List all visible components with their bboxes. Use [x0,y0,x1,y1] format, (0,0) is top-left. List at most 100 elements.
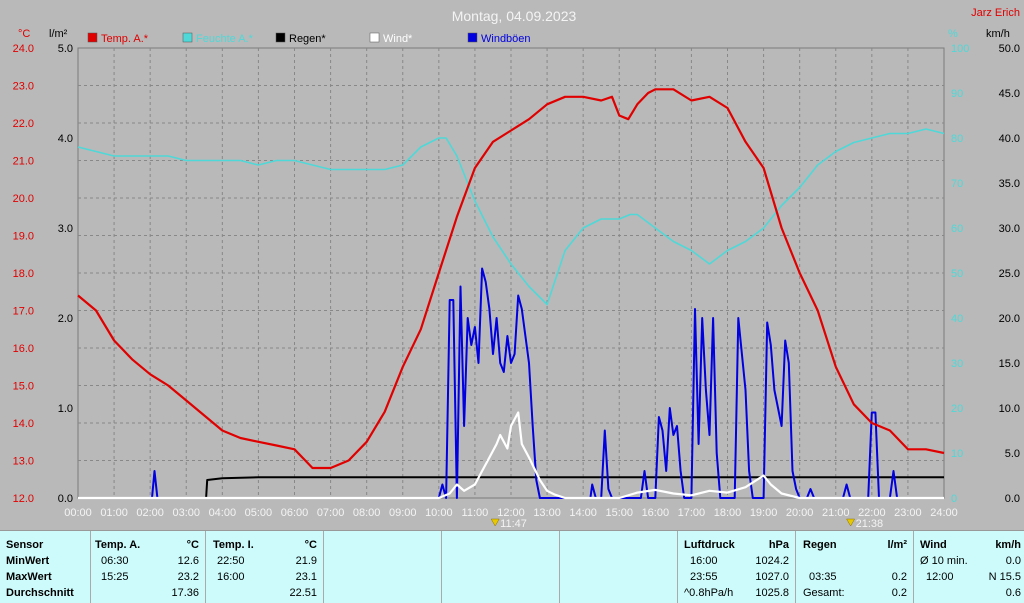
legend-swatch [87,32,98,43]
series-line-regen [78,476,944,499]
x-tick-label: 11:00 [462,507,489,519]
temp-a-column: Temp. A. °C 06:30 12.6 15:25 23.2 17.36 [90,531,206,603]
temp-i-average: 22.51 [289,587,317,599]
wind-avg-label: Ø 10 min. [920,555,968,567]
x-tick-label: 10:00 [425,507,453,519]
statistics-panel: Sensor MinWert MaxWert Durchschnitt Temp… [0,530,1024,603]
x-tick-label: 02:00 [136,507,164,519]
humidity-tick-label: 60 [951,223,963,235]
temp-i-max-value: 23.1 [295,571,317,583]
x-tick-label: 04:00 [209,507,237,519]
wind-tick-label: 40.0 [999,133,1020,145]
max-row-label: MaxWert [6,571,52,583]
rain-tick-label: 4.0 [58,133,73,145]
sun-markers: 11:47 21:38 [490,518,884,530]
temp-tick-label: 23.0 [13,81,34,93]
sunrise-label: 11:47 [500,518,527,530]
temp-tick-label: 17.0 [13,306,34,318]
x-tick-label: 19:00 [750,507,778,519]
series-line-windböen [78,267,944,499]
x-tick-label: 16:00 [642,507,670,519]
legend-swatch [467,32,478,43]
temp-i-header: Temp. I. [213,539,254,551]
x-tick-label: 18:00 [714,507,742,519]
temp-a-average: 17.36 [171,587,199,599]
temp-tick-label: 18.0 [13,268,34,280]
x-tick-label: 15:00 [605,507,633,519]
empty-column-3 [559,531,678,603]
temp-tick-label: 24.0 [13,43,34,55]
min-row-label: MinWert [6,555,50,567]
wind-tick-label: 15.0 [999,358,1020,370]
wind-day-average: 0.6 [1005,587,1021,599]
legend-label: Feuchte A.* [196,33,254,45]
sunset-icon [846,518,856,527]
right-axes: 0 10 20 30 40 50 60 70 80 90 100 0.0 5.0 10.0 15.0 20.0… [951,43,1020,505]
temp-a-unit: °C [186,539,199,551]
rain-unit: l/m² [887,539,907,551]
x-tick-label: 17:00 [678,507,706,519]
wind-tick-label: 25.0 [999,268,1020,280]
sunset-label: 21:38 [856,518,884,530]
temp-tick-label: 12.0 [13,493,34,505]
temp-tick-label: 20.0 [13,193,34,205]
x-tick-label: 08:00 [353,507,381,519]
temp-i-min-time: 22:50 [217,555,245,567]
temp-tick-label: 15.0 [13,381,34,393]
series-line-wind [78,411,944,500]
temp-i-min-value: 21.9 [295,555,317,567]
x-tick-label: 23:00 [894,507,922,519]
x-tick-label: 24:00 [930,507,958,519]
temp-a-min-time: 06:30 [101,555,129,567]
rain-total-label: Gesamt: [803,587,845,599]
pressure-max-time: 23:55 [690,571,718,583]
wind-unit: km/h [995,539,1021,551]
x-tick-label: 20:00 [786,507,814,519]
humidity-tick-label: 10 [951,448,963,460]
wind-max-time: 12:00 [926,571,954,583]
wind-max-value: N 15.5 [988,571,1021,583]
humidity-tick-label: 90 [951,88,963,100]
pressure-min-time: 16:00 [690,555,718,567]
temp-tick-label: 19.0 [13,231,34,243]
temp-i-unit: °C [304,539,317,551]
chart-title: Montag, 04.09.2023 [452,8,577,24]
x-tick-label: 22:00 [858,507,886,519]
legend-swatch [182,32,193,43]
x-tick-label: 07:00 [317,507,345,519]
x-tick-label: 14:00 [569,507,597,519]
x-tick-label: 01:00 [100,507,128,519]
temp-tick-label: 21.0 [13,156,34,168]
legend-swatch [369,32,380,43]
temp-i-max-time: 16:00 [217,571,245,583]
sensor-header: Sensor [6,539,44,551]
humidity-tick-label: 80 [951,133,963,145]
avg-row-label: Durchschnitt [6,587,74,599]
series-line-temp-a [77,88,945,470]
humidity-tick-label: 70 [951,178,963,190]
rain-tick-label: 5.0 [58,43,73,55]
empty-column-2 [441,531,560,603]
legend-label: Wind* [383,33,413,45]
x-tick-label: 09:00 [389,507,417,519]
pressure-average: 1025.8 [755,587,789,599]
humidity-tick-label: 20 [951,403,963,415]
x-tick-label: 21:00 [822,507,850,519]
temp-i-column: Temp. I. °C 22:50 21.9 16:00 23.1 22.51 [205,531,324,603]
x-tick-label: 12:00 [497,507,525,519]
temp-a-min-value: 12.6 [177,555,199,567]
legend-label: Temp. A.* [101,33,149,45]
wind-tick-label: 20.0 [999,313,1020,325]
humidity-tick-label: 40 [951,313,963,325]
temp-tick-label: 22.0 [13,118,34,130]
temp-unit-label: °C [18,28,30,40]
humidity-tick-label: 100 [951,43,969,55]
legend-label: Windböen [481,33,531,45]
temp-a-max-time: 15:25 [101,571,129,583]
sunrise-icon [490,518,500,527]
temp-tick-label: 13.0 [13,456,34,468]
wind-tick-label: 45.0 [999,88,1020,100]
x-tick-label: 13:00 [533,507,561,519]
wind-column: Wind km/h Ø 10 min. 0.0 12:00 N 15.5 0.6 [913,531,1024,603]
x-tick-label: 00:00 [64,507,92,519]
